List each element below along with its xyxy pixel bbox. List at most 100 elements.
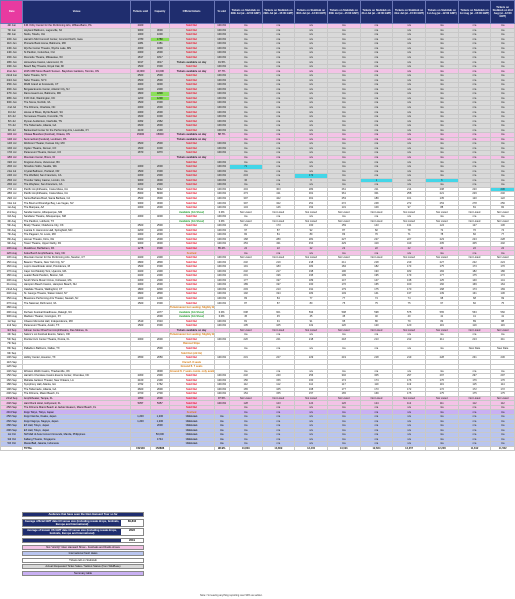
- table-row: 6th Aug Juanita K. Hammons Hall, Springfi…: [0, 227, 515, 234]
- table-row: 24th Sep Hard Rock Hotel, Hollywood, FL 53…: [0, 400, 515, 406]
- header-snapshot-8[interactable]: Tickets on StubHub on 1st Aug (at ~15:00…: [457, 0, 492, 24]
- legend-summary-key: Summary table: [22, 570, 144, 577]
- legend-extra-label: [23, 539, 121, 542]
- legend-known-average-label: Average of known US GMT date till venue …: [27, 529, 117, 536]
- table-row: 29th Sep EX Hall, Tokyo, Japan Unknown n/a n…: [0, 427, 515, 434]
- table-row: 19th Jul Kingston Arena, Vancouver, BC Sol…: [0, 159, 515, 165]
- legend-stubhub-key: Tickets left on StubHub: [22, 557, 144, 563]
- table-row: 15th Sep Harrah's Cherokee Casino Events …: [0, 373, 515, 379]
- header-official-tickets[interactable]: Official tickets: [168, 0, 215, 24]
- table-row: 7th Jun Hoyland Ballroom, Lagonville, NJ 3…: [0, 27, 515, 34]
- table-row: 21st Jun 2015 CBF Moon Beach Sunset - Bay…: [0, 68, 515, 74]
- table-row: 20th Jul Showbox SoDo, Seattle, WA 2000 200…: [0, 163, 515, 170]
- table-row: 3rd Oct Kallang Theatre, Singapore 1744 Unk…: [0, 436, 515, 443]
- table-row: 16th Sep Mahalia Jackson Theater, New Orl…: [0, 377, 515, 384]
- legend-extra-row: 2619: [22, 537, 144, 544]
- header-row: Date Venue Tickets sold Capacity Officia…: [0, 0, 515, 24]
- legend-extra-value[interactable]: 2619: [121, 538, 143, 543]
- total-row: TOTAL 152140 153836 98.9% 13,809 13,809 …: [0, 445, 515, 452]
- table-row: 10th Sep Hobby Center, Houston, TX 2650 265…: [0, 354, 515, 361]
- header-snapshot-6[interactable]: Tickets on StubHub on 31st Jul (at ~15:0…: [392, 0, 426, 24]
- table-row: 2nd Aug Sandia Casino, Albuquerque, NM Ava…: [0, 209, 515, 215]
- table-row: 23rd Sep Zepp Tokyo, Tokyo, Japan Festival…: [0, 409, 515, 415]
- legend-known-average-row: Average of known US GMT date till venue …: [22, 528, 144, 537]
- total-official-cell[interactable]: [168, 445, 215, 452]
- legend-title: Audience that have seen the Glen Hansard…: [22, 512, 144, 518]
- total-sold[interactable]: 152140: [129, 445, 152, 452]
- header-snapshot-2[interactable]: Tickets on StubHub on 29th Jul (at ~15:0…: [261, 0, 296, 24]
- total-snapshot-7[interactable]: 12,206: [424, 445, 459, 452]
- table-row: 8th Aug Hoover Theatre, Kirra, OH 2000 2000…: [0, 236, 515, 243]
- header-snapshot-5[interactable]: Tickets on StubHub on 31st Jul (at ~12:0…: [359, 0, 394, 24]
- table-row: 2nd Jul The Fillmore, Charlotte, NC 2000 20…: [0, 104, 515, 111]
- total-pct[interactable]: 98.9%: [213, 445, 230, 452]
- header-snapshot-1[interactable]: Tickets on StubHub on 29th Jul (at ~12:0…: [228, 0, 263, 24]
- row-official-status[interactable]: Ticketmaster but seating; Slightly Back: [168, 332, 215, 338]
- header-capacity[interactable]: Capacity: [150, 0, 170, 24]
- table-row: 7th Jul The Tabernacle, Atlanta, GA 2600 26…: [0, 123, 515, 129]
- table-row: 4th Sep Salem's Lot Festival Events, Sale…: [0, 332, 515, 338]
- table-row: 13th Aug Mountain Center for the Performi…: [0, 254, 515, 261]
- table-row: 18th Aug Leader Bank Pavilion, Boston, MA…: [0, 273, 515, 279]
- total-snapshot-2[interactable]: 13,809: [261, 445, 296, 452]
- total-snapshot-6[interactable]: 12,357: [392, 445, 426, 452]
- tour-rows: 4th Jun F.M. Kirby Center for the Perform…: [0, 23, 515, 447]
- total-capacity[interactable]: 153836: [150, 445, 170, 452]
- table-row: 27th Jun Rams Head Live, Baltimore, MD 180…: [0, 91, 515, 97]
- total-label[interactable]: TOTAL: [22, 445, 131, 452]
- table-row: 14th Sep Winston Webb Casino, Thackervill…: [0, 368, 515, 375]
- row-official-status[interactable]: Ground fl. 7 seats comm. only available: [168, 368, 215, 375]
- total-snapshot-3[interactable]: 13,400: [294, 445, 328, 452]
- table-row: 5th Oct MasterBall, Jakarta, Indonesia Unk…: [0, 441, 515, 447]
- summary-legend: Audience that have seen the Glen Hansard…: [22, 512, 144, 578]
- header-venue[interactable]: Venue: [22, 0, 131, 24]
- table-row: 9th Sep Sold Out (old tix): [0, 350, 515, 356]
- legend-average-row: Average official GMT date till venue siz…: [22, 518, 144, 527]
- table-row: 31st Jul The Bowl at Wineridge Bay, Las V…: [0, 200, 515, 206]
- total-snapshot-8[interactable]: 11,812: [457, 445, 492, 452]
- table-row: 17th Aug Capo Cod Melody Tent, Hyannis, M…: [0, 268, 515, 275]
- table-row: 6th Jul Ryman Auditorium, Nashville, TN 23…: [0, 118, 515, 124]
- legend-known-average-value[interactable]: 2622: [121, 529, 143, 536]
- table-row: 18th Sep Symphony Hall, Atlanta, GA 1762 17…: [0, 382, 515, 388]
- table-row: 25th Sep The Fillmore Miami Beach at Jack…: [0, 404, 515, 411]
- table-row: 8th Jun Stubs, Toledo, OH 1000 1000 Sold Out…: [0, 32, 515, 38]
- table-row: 1st Sep Chaeco Memorial Hall, Independenc…: [0, 318, 515, 325]
- legend-international-key: International fresh dates: [22, 551, 144, 557]
- table-row: 16th Jul Ogden Theatre, Denver, CO 1600 160…: [0, 145, 515, 152]
- total-snapshot-1[interactable]: 13,809: [228, 445, 263, 452]
- total-snapshot-9[interactable]: 11,562: [490, 445, 515, 452]
- legend-festival-key: Not "strictly" Glen Hansard Show - Festi…: [22, 544, 144, 550]
- tour-ticket-spreadsheet: Date Venue Tickets sold Capacity Officia…: [0, 0, 515, 452]
- table-row: 11th Sep Unconf. 8 seats: [0, 359, 515, 365]
- table-row: 22nd Sep Amphitheater, Tampa, FL 1950 2000 S…: [0, 395, 515, 402]
- table-row: 28th Jun 9:30 Club, Washington, DC 1200 120…: [0, 95, 515, 102]
- header-date[interactable]: Date: [0, 0, 24, 24]
- total-snapshot-5[interactable]: 12,664: [359, 445, 394, 452]
- header-tickets-sold[interactable]: Tickets sold: [129, 0, 152, 24]
- sellout-note: Note: I'm leaving anything reporting ove…: [200, 594, 263, 597]
- total-snapshot-4[interactable]: 13,091: [326, 445, 361, 452]
- table-row: 13th Jun Wyche Center Theatre, Wyche Lake…: [0, 45, 515, 52]
- header-pct-sold[interactable]: % sold: [213, 0, 230, 24]
- table-row: 7th Sep Rainout Slipu: [0, 341, 515, 347]
- table-row: 2nd Sep Paramount Theatre, Austin, TX 1500…: [0, 323, 515, 329]
- legend-average-value[interactable]: 89,833: [121, 519, 143, 526]
- total-date-cell[interactable]: [0, 445, 24, 452]
- table-row: 10th Jul Ottawa Bluesfest (Festival), Ott…: [0, 132, 515, 138]
- table-row: 5th Aug Brady Theater, Oklahoma City, OK 2…: [0, 223, 515, 229]
- header-snapshot-9[interactable]: Tickets on StubHub on 2nd Aug (at ~12:00…: [490, 0, 515, 24]
- table-row: 1st Aug The Marquee, AZ 2000 2000 Sold Out 10…: [0, 204, 515, 211]
- row-official-status[interactable]: Ticketmaster but seating; Slightly Back …: [168, 304, 215, 311]
- table-row: 21st Jul Crystal Ballroom, Portland, OR 15…: [0, 168, 515, 175]
- legend-wikibase-key: Actual Requested Ticket Sales / Sellout …: [22, 564, 144, 570]
- table-row: 30th Jun The Norva, Norfolk, VA 1500 1500 So…: [0, 100, 515, 106]
- table-row: 26th Sep Zepp Nagoya, Nagoya, Japan 1,200 1…: [0, 418, 515, 425]
- table-row: 28th Aug Ticketmaster but seating; Slight…: [0, 304, 515, 311]
- header-snapshot-7[interactable]: Tickets on StubHub on 1st Aug (at ~12:00…: [424, 0, 459, 24]
- table-row: 30th Aug Madison Theater, Covington, KY 20…: [0, 314, 515, 320]
- header-snapshot-3[interactable]: Tickets on StubHub on 30th Jul (at ~12:0…: [294, 0, 328, 24]
- header-snapshot-4[interactable]: Tickets on StubHub on 30th Jul (at ~15:0…: [326, 0, 361, 24]
- table-row: 29th Jul Santa Barbara Bowl, Santa Barbar…: [0, 195, 515, 202]
- legend-average-label: Average official GMT date till venue siz…: [24, 519, 120, 526]
